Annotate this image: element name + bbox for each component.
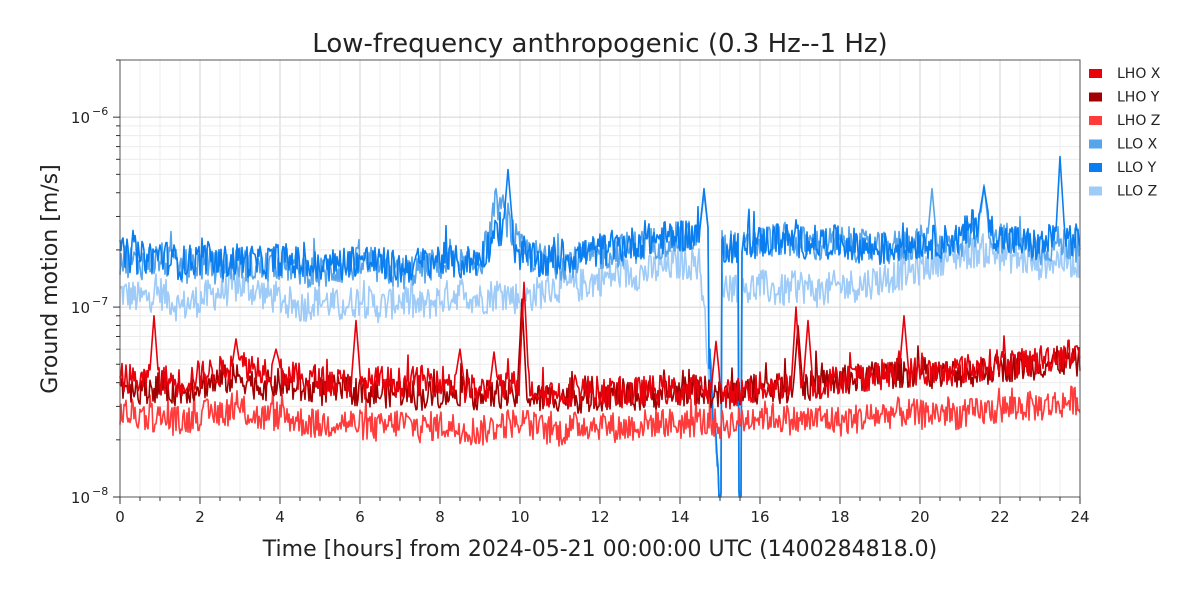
legend-label: LLO Y bbox=[1117, 160, 1157, 176]
x-tick-label: 20 bbox=[910, 508, 929, 526]
x-tick-label: 6 bbox=[355, 508, 365, 526]
x-tick-label: 8 bbox=[435, 508, 445, 526]
x-axis-label: Time [hours] from 2024-05-21 00:00:00 UT… bbox=[262, 537, 937, 562]
y-axis: 10−810−710−6 bbox=[71, 59, 120, 507]
x-tick-label: 18 bbox=[830, 508, 849, 526]
legend-label: LHO Y bbox=[1117, 90, 1160, 106]
y-axis-label: Ground motion [m/s] bbox=[38, 164, 63, 393]
x-tick-label: 14 bbox=[670, 508, 689, 526]
x-tick-label: 0 bbox=[115, 508, 125, 526]
chart-title: Low-frequency anthropogenic (0.3 Hz--1 H… bbox=[312, 29, 887, 59]
y-tick-label: 10 bbox=[71, 299, 90, 317]
legend-swatch bbox=[1089, 69, 1102, 78]
legend-swatch bbox=[1089, 139, 1102, 149]
legend-swatch bbox=[1089, 186, 1102, 196]
x-axis: 0 2 4 6 8 10 12 14 16 18 20 22 24 bbox=[115, 497, 1090, 526]
legend-swatch bbox=[1089, 116, 1102, 125]
legend-label: LLO Z bbox=[1117, 184, 1157, 200]
x-tick-label: 12 bbox=[590, 508, 609, 526]
legend-swatch bbox=[1089, 92, 1102, 102]
series-line-lho-z bbox=[119, 384, 1081, 447]
y-tick-label: 10 bbox=[71, 489, 90, 507]
y-tick-label: 10 bbox=[71, 109, 90, 127]
legend-label: LHO Z bbox=[1117, 113, 1160, 129]
legend-label: LHO X bbox=[1117, 66, 1161, 82]
x-tick-label: 22 bbox=[990, 508, 1009, 526]
y-tick-exponent: −8 bbox=[92, 485, 108, 498]
x-tick-label: 2 bbox=[195, 508, 205, 526]
series-line-lho-x bbox=[119, 281, 1081, 410]
legend-swatch bbox=[1089, 163, 1102, 172]
y-tick-exponent: −6 bbox=[92, 105, 108, 118]
x-tick-label: 4 bbox=[275, 508, 285, 526]
legend-label: LLO X bbox=[1117, 137, 1158, 153]
y-tick-exponent: −7 bbox=[92, 295, 108, 308]
legend: LHO X LHO Y LHO Z LLO X LLO Y LLO Z bbox=[1089, 66, 1161, 200]
series-line-llo-y bbox=[119, 155, 1081, 498]
x-tick-label: 16 bbox=[750, 508, 769, 526]
x-tick-label: 10 bbox=[510, 508, 529, 526]
x-tick-label: 24 bbox=[1070, 508, 1089, 526]
series-layer bbox=[119, 155, 1081, 498]
